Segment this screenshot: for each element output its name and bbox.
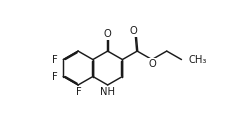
Text: F: F xyxy=(52,55,58,65)
Text: F: F xyxy=(52,72,58,82)
Text: O: O xyxy=(103,29,111,39)
Text: O: O xyxy=(129,26,137,36)
Text: O: O xyxy=(148,59,155,69)
Text: F: F xyxy=(76,87,81,97)
Text: CH₃: CH₃ xyxy=(188,55,206,65)
Text: NH: NH xyxy=(100,87,115,97)
